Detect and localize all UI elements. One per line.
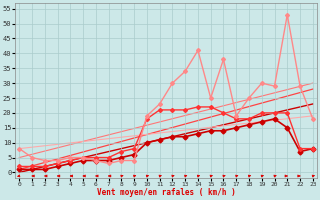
X-axis label: Vent moyen/en rafales ( km/h ): Vent moyen/en rafales ( km/h ) [97,188,236,197]
